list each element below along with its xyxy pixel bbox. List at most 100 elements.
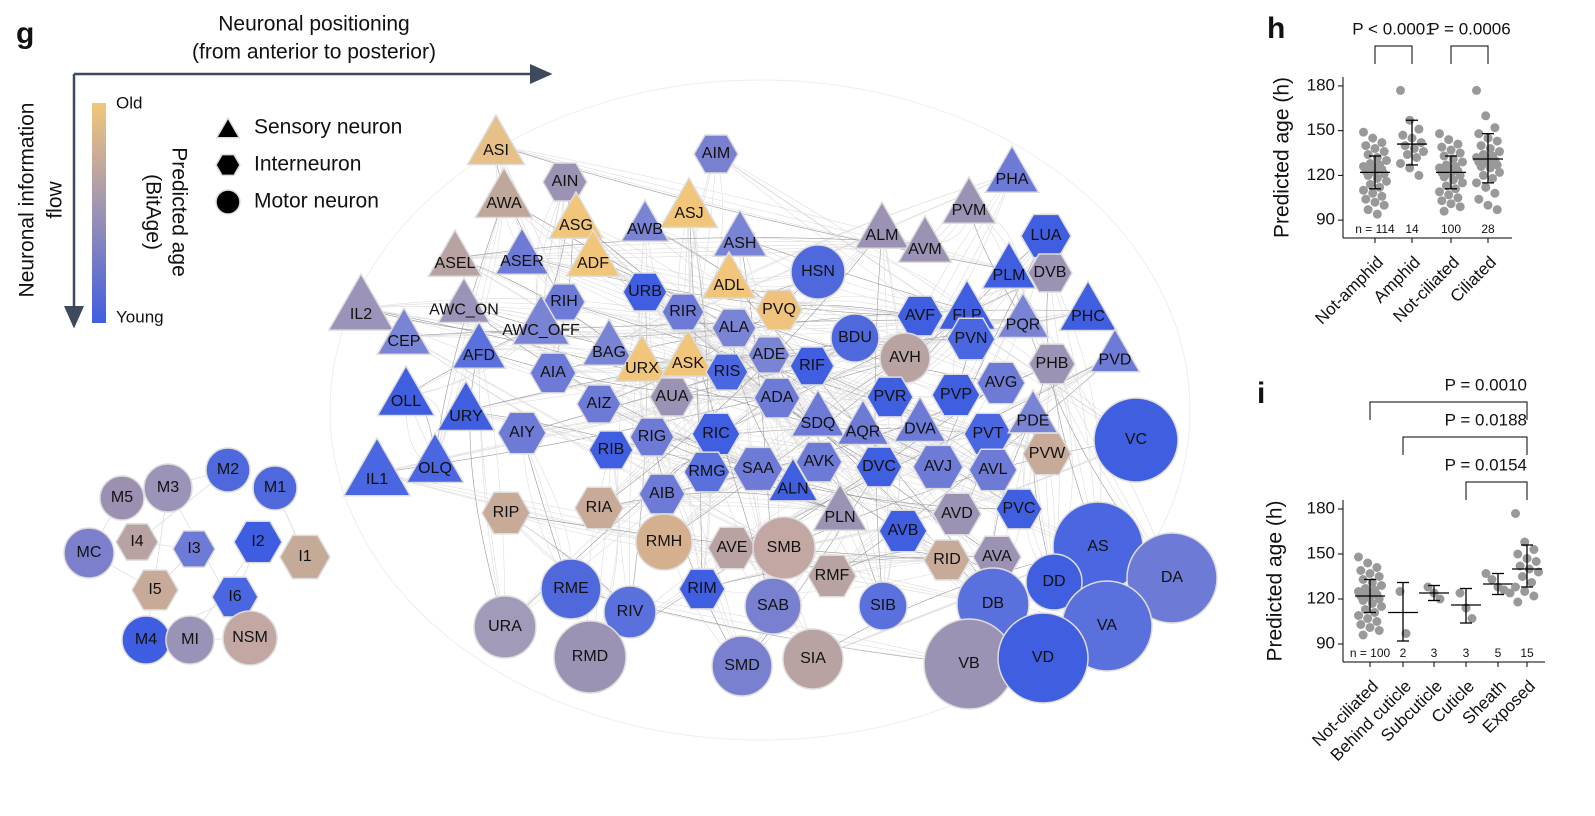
data-point: [1363, 170, 1373, 180]
edge: [715, 153, 1137, 441]
data-point: [1487, 575, 1497, 584]
node: [131, 569, 179, 611]
node-label: RIM: [687, 580, 716, 597]
node: [99, 475, 145, 521]
edge: [874, 229, 884, 607]
node: [1022, 432, 1072, 476]
data-point: [1368, 133, 1378, 143]
y-tick-label: 180: [1307, 75, 1335, 94]
node-label: SIA: [800, 650, 826, 667]
data-point: [1481, 111, 1491, 121]
node: [789, 346, 835, 386]
node: [649, 377, 695, 417]
node: [466, 113, 526, 166]
node: [912, 444, 964, 490]
node-label: I1: [298, 548, 311, 565]
data-point: [1412, 153, 1422, 162]
data-point: [1520, 537, 1530, 547]
data-point: [1513, 549, 1523, 559]
node-label: ALN: [777, 480, 808, 497]
data-point: [1361, 141, 1371, 151]
node: [836, 398, 890, 446]
edge: [739, 237, 968, 311]
y-tick-label: 90: [1316, 633, 1335, 652]
node-label: SMB: [767, 539, 802, 556]
edge: [478, 349, 506, 628]
node-label: PHA: [996, 171, 1029, 188]
node: [635, 513, 693, 571]
data-point: [1377, 602, 1386, 611]
node-label: RME: [553, 580, 589, 597]
node-label: BDU: [838, 329, 872, 346]
node: [858, 581, 908, 631]
node-label: DD: [1042, 573, 1065, 590]
node: [705, 353, 749, 391]
node-label: PVP: [940, 386, 972, 403]
node: [683, 451, 731, 493]
n-label: 2: [1400, 646, 1407, 660]
data-point: [1416, 138, 1426, 148]
edge: [592, 257, 1002, 384]
edge: [478, 349, 778, 399]
n-label: 14: [1405, 222, 1419, 236]
node-label: ASER: [500, 253, 544, 270]
data-point: [1488, 173, 1498, 183]
significance-bracket: [1450, 45, 1489, 64]
legend-symbol: [215, 116, 241, 139]
data-point: [1379, 200, 1389, 210]
node-label: ASJ: [674, 205, 703, 222]
y-tick-label: 120: [1307, 588, 1335, 607]
data-point: [1365, 569, 1375, 578]
data-point: [1511, 582, 1520, 592]
data-point: [1511, 509, 1520, 518]
node: [812, 482, 868, 531]
n-label: 3: [1431, 646, 1438, 660]
node-label: M3: [157, 479, 179, 496]
data-point: [1356, 566, 1366, 575]
node-label: URX: [625, 360, 659, 377]
data-point: [1359, 127, 1368, 137]
node: [172, 530, 216, 568]
node-label: RMG: [688, 463, 725, 480]
node-label: AVK: [804, 453, 835, 470]
node-label: AVD: [941, 505, 973, 522]
data-point: [1359, 185, 1368, 195]
node: [896, 295, 944, 337]
node: [576, 384, 622, 424]
node-label: VC: [1125, 431, 1147, 448]
edge: [469, 349, 506, 628]
node-label: PVD: [1099, 351, 1132, 368]
node-label: ADA: [761, 389, 794, 406]
y-tick-label: 150: [1307, 543, 1335, 562]
edge: [831, 354, 1116, 577]
node-label: SMD: [724, 657, 760, 674]
data-point: [1435, 187, 1444, 197]
data-point: [1439, 172, 1449, 182]
node-label: PQR: [1006, 317, 1041, 334]
node: [529, 352, 577, 394]
node-label: PHC: [1071, 308, 1105, 325]
data-point: [1354, 552, 1363, 562]
node-label: AVH: [889, 349, 921, 366]
data-point: [1439, 206, 1449, 216]
panel-label: h: [1267, 12, 1285, 45]
data-point: [1458, 157, 1467, 167]
node-label: SIB: [870, 597, 896, 614]
edge: [739, 237, 968, 311]
edge: [478, 349, 506, 628]
node: [342, 436, 412, 497]
data-point: [1377, 581, 1386, 590]
data-point: [1444, 190, 1454, 200]
node-label: ALM: [866, 227, 899, 244]
data-point: [1367, 599, 1377, 608]
node-label: I5: [148, 581, 161, 598]
node-label: AWC_OFF: [502, 322, 580, 339]
data-point: [1446, 145, 1456, 155]
data-point: [1439, 151, 1449, 161]
node-label: AVA: [982, 548, 1012, 565]
node-label: ASH: [724, 235, 757, 252]
data-point: [1476, 161, 1486, 171]
node: [981, 240, 1037, 289]
data-point: [1363, 205, 1373, 215]
node: [222, 610, 278, 666]
